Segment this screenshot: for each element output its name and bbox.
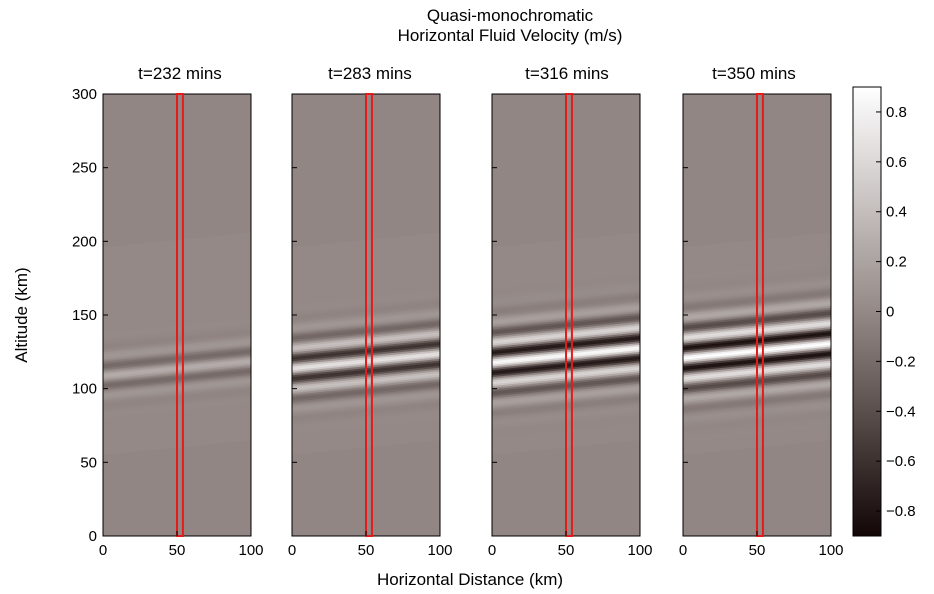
colorbar-tick-label: −0.2	[886, 353, 916, 370]
panel-3: 0 50 100	[488, 93, 653, 559]
y-tick-label: 100	[72, 381, 97, 398]
x-tick-label: 50	[749, 542, 766, 559]
y-tick-label: 250	[72, 160, 97, 177]
colorbar-tick-label: 0.2	[886, 254, 907, 271]
y-tick-label: 300	[72, 86, 97, 103]
figure-title: Quasi-monochromatic Horizontal Fluid Vel…	[360, 6, 660, 46]
colorbar-tick-label: 0.4	[886, 204, 907, 221]
figure-title-line2: Horizontal Fluid Velocity (m/s)	[397, 26, 623, 45]
x-tick-label: 50	[358, 542, 375, 559]
colorbar-tick-label: 0	[886, 304, 894, 321]
highlight-column	[365, 93, 373, 537]
highlight-column	[756, 93, 764, 537]
panel-1: 0 50 100 0 50 100 150 200 250 300	[72, 86, 264, 559]
x-tick-label: 50	[558, 542, 575, 559]
x-tick-label: 100	[627, 542, 652, 559]
x-tick-label: 100	[238, 542, 263, 559]
x-tick-label: 0	[99, 542, 107, 559]
colorbar-tick-label: 0.8	[886, 104, 907, 121]
colorbar-tick-label: −0.6	[886, 453, 916, 470]
y-tick-label: 150	[72, 307, 97, 324]
x-tick-label: 0	[679, 542, 687, 559]
panel-title-4: t=350 mins	[712, 64, 796, 83]
figure-title-line1: Quasi-monochromatic	[426, 6, 594, 25]
y-tick-label: 0	[89, 528, 97, 545]
y-tick-label: 50	[80, 454, 97, 471]
panel-title-1: t=232 mins	[138, 64, 222, 83]
colorbar-tick-label: 0.6	[886, 154, 907, 171]
x-tick-label: 0	[288, 542, 296, 559]
colorbar-tick-label: −0.4	[886, 403, 916, 420]
x-tick-label: 100	[427, 542, 452, 559]
y-tick-label: 200	[72, 233, 97, 250]
panel-title-2: t=283 mins	[328, 64, 412, 83]
panel-title-3: t=316 mins	[525, 64, 609, 83]
x-tick-label: 0	[488, 542, 496, 559]
panel-2: 0 50 100	[288, 93, 453, 559]
x-tick-label: 50	[169, 542, 186, 559]
x-tick-label: 100	[818, 542, 843, 559]
x-axis-label: Horizontal Distance (km)	[376, 570, 564, 589]
highlight-column	[176, 93, 184, 537]
highlight-column	[565, 93, 573, 537]
panel-4: 0 50 100	[679, 93, 844, 559]
colorbar-tick-label: −0.8	[886, 503, 916, 520]
